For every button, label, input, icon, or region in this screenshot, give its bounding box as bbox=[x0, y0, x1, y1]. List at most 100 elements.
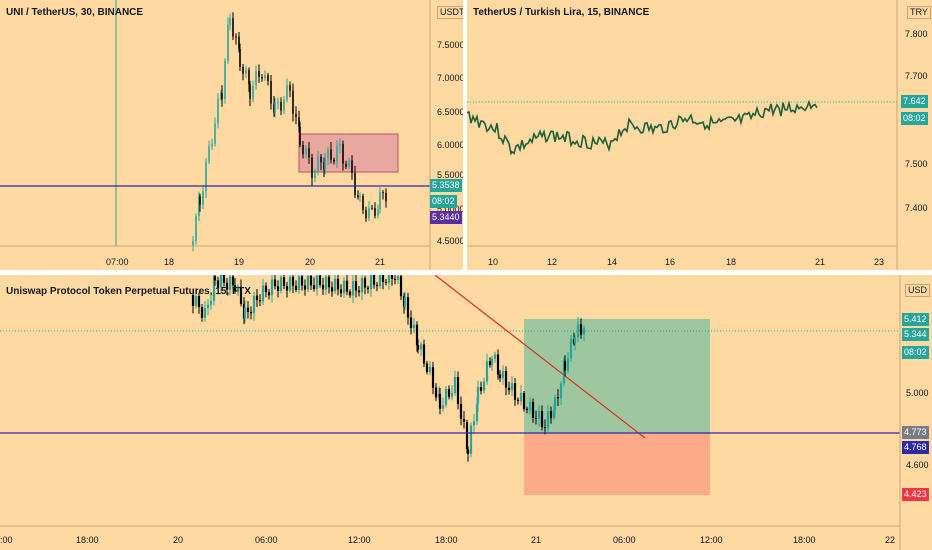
candle-body bbox=[345, 280, 349, 292]
uni-chart-svg[interactable]: 7.5000 7.0000 6.5000 6.0000 5.5000 5.000… bbox=[0, 0, 463, 270]
candle-body bbox=[242, 66, 244, 74]
perp-target-price-tag: 5.412 bbox=[902, 313, 929, 326]
candle-body bbox=[540, 411, 544, 428]
perp-x-label: 06:00 bbox=[613, 535, 636, 545]
candle-body bbox=[357, 195, 359, 198]
candle-body bbox=[330, 149, 332, 160]
candle-body bbox=[219, 275, 223, 288]
long-position-stop-zone[interactable] bbox=[524, 433, 710, 495]
candle-body bbox=[264, 285, 268, 293]
candle-body bbox=[375, 284, 379, 287]
candle-body bbox=[227, 25, 229, 61]
candle-body bbox=[399, 276, 403, 297]
candle-body bbox=[249, 311, 253, 314]
uni-y-label: 5.5000 bbox=[437, 170, 463, 180]
candle-body bbox=[209, 300, 213, 305]
candle-body bbox=[566, 358, 570, 371]
candle-body bbox=[525, 408, 529, 411]
candle-body bbox=[295, 113, 297, 118]
candle-body bbox=[406, 297, 410, 318]
try-x-label: 21 bbox=[815, 257, 825, 267]
candle-body bbox=[450, 393, 454, 397]
candle-body bbox=[428, 367, 432, 372]
candle-body bbox=[212, 276, 216, 301]
candle-body bbox=[385, 192, 387, 202]
perp-chart-pane[interactable]: 5.000 4.600 :00 18:00 20 06:00 12:00 18:… bbox=[0, 275, 932, 550]
candle-body bbox=[403, 297, 407, 307]
try-y-label: 7.700 bbox=[905, 71, 928, 81]
candle-body bbox=[415, 324, 419, 346]
perp-y-label: 5.000 bbox=[906, 388, 929, 398]
candle-body bbox=[321, 284, 325, 290]
candle-body bbox=[246, 307, 250, 312]
candle-body bbox=[416, 345, 420, 350]
candle-body bbox=[543, 427, 547, 429]
candle-body bbox=[510, 383, 514, 391]
uni-countdown-tag: 08:02 bbox=[430, 195, 457, 208]
candle-body bbox=[261, 76, 263, 79]
candle-body bbox=[194, 296, 198, 306]
try-currency-unit[interactable]: TRY bbox=[907, 6, 931, 19]
candle-body bbox=[365, 210, 367, 219]
try-last-price-tag: 7.642 bbox=[901, 95, 928, 108]
perp-last-price-tag: 5.344 bbox=[902, 328, 929, 341]
candle-body bbox=[490, 358, 494, 366]
candle-body bbox=[267, 292, 271, 296]
candle-body bbox=[291, 276, 295, 286]
candle-body bbox=[235, 36, 237, 38]
candle-body bbox=[579, 324, 583, 335]
candle-body bbox=[236, 286, 240, 292]
candle-body bbox=[546, 411, 550, 428]
candle-body bbox=[277, 102, 279, 104]
candle-body bbox=[339, 143, 341, 147]
candle-body bbox=[354, 172, 356, 196]
uni-x-label: 20 bbox=[305, 257, 315, 267]
candle-body bbox=[351, 160, 353, 173]
candle-body bbox=[556, 397, 560, 399]
candle-body bbox=[270, 279, 274, 296]
candle-body bbox=[216, 280, 220, 288]
candle-body bbox=[309, 275, 313, 286]
perp-trend-line[interactable] bbox=[434, 275, 646, 439]
try-chart-pane[interactable]: 7.800 7.700 7.500 7.400 10 12 14 16 18 2… bbox=[467, 0, 932, 270]
uni-chart-pane[interactable]: 7.5000 7.0000 6.5000 6.0000 5.5000 5.000… bbox=[0, 0, 463, 270]
candle-body bbox=[363, 278, 367, 288]
uni-currency-unit[interactable]: USDT bbox=[437, 6, 463, 19]
perp-currency-unit[interactable]: USD bbox=[905, 284, 931, 297]
candle-body bbox=[302, 144, 304, 155]
candle-body bbox=[377, 209, 379, 216]
candle-body bbox=[228, 276, 232, 290]
perp-countdown-tag: 08:02 bbox=[902, 346, 929, 359]
candle-body bbox=[264, 75, 266, 79]
uni-x-label: 19 bbox=[234, 257, 244, 267]
candle-body bbox=[381, 275, 385, 282]
uni-highlight-box[interactable] bbox=[298, 133, 399, 173]
try-chart-svg[interactable]: 7.800 7.700 7.500 7.400 10 12 14 16 18 2… bbox=[467, 0, 932, 270]
candle-body bbox=[303, 285, 307, 290]
candle-body bbox=[396, 276, 400, 280]
candle-body bbox=[342, 143, 344, 164]
perp-chart-svg[interactable]: 5.000 4.600 :00 18:00 20 06:00 12:00 18:… bbox=[0, 275, 932, 550]
candle-body bbox=[320, 156, 322, 163]
candle-body bbox=[267, 75, 269, 82]
candle-body bbox=[311, 157, 313, 179]
candle-body bbox=[387, 275, 391, 283]
candle-body bbox=[366, 287, 370, 290]
candle-body bbox=[315, 275, 319, 290]
perp-candles bbox=[191, 275, 586, 462]
candle-body bbox=[531, 402, 535, 418]
candle-body bbox=[203, 307, 207, 318]
candle-body bbox=[513, 383, 517, 400]
candle-body bbox=[582, 328, 586, 335]
candle-body bbox=[359, 196, 361, 198]
candle-body bbox=[324, 276, 328, 290]
candle-body bbox=[330, 287, 334, 292]
perp-x-label: 18:00 bbox=[435, 535, 458, 545]
try-y-label: 7.800 bbox=[905, 29, 928, 39]
candle-body bbox=[412, 324, 416, 329]
candle-body bbox=[195, 216, 197, 242]
candle-body bbox=[300, 276, 304, 286]
candle-body bbox=[409, 317, 413, 329]
try-chart-title: TetherUS / Turkish Lira, 15, BINANCE bbox=[473, 7, 650, 18]
